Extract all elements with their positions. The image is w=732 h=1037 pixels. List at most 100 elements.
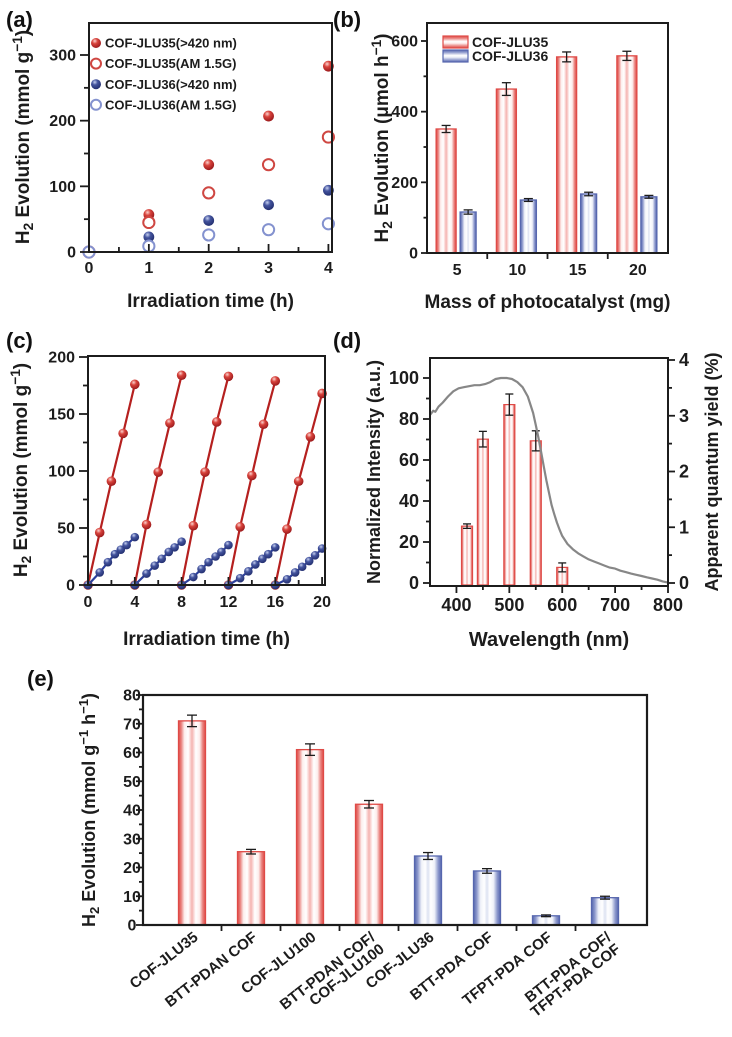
legend-label: COF-JLU35 — [472, 34, 548, 50]
bar — [177, 720, 207, 926]
x-tick-label: 500 — [494, 595, 524, 615]
y-tick-label: 200 — [391, 175, 418, 192]
x-tick-label: 8 — [177, 594, 186, 611]
bar — [472, 870, 502, 926]
y-axis-title-left: Normalized Intensity (a.u.) — [364, 360, 384, 584]
y-tick-label: 20 — [123, 860, 141, 877]
absorption-curve — [429, 376, 669, 584]
legend-label: COF-JLU36 — [472, 48, 548, 64]
y-tick-label: 400 — [391, 104, 418, 121]
bar — [503, 404, 516, 586]
y-tick-label: 80 — [123, 688, 141, 705]
panel-d-chart — [429, 357, 669, 587]
x-axis-title: Irradiation time (h) — [127, 291, 294, 312]
bar — [476, 438, 489, 586]
x-tick-label: 4 — [324, 260, 333, 277]
y-tick-label: 40 — [123, 803, 141, 820]
panel-b-chart — [426, 22, 669, 254]
bar — [590, 897, 620, 926]
y-tick-label: 30 — [123, 831, 141, 848]
bar — [413, 855, 443, 926]
panel-a-label: (a) — [6, 7, 33, 32]
aqy-bars — [460, 393, 569, 586]
x-tick-label: 4 — [130, 594, 139, 611]
panel-d-axes: 400 500 600 700 80002040608010001234Waveleng… — [364, 350, 722, 651]
y-tick-label: 50 — [123, 774, 141, 791]
bar — [640, 196, 658, 254]
bars — [177, 714, 620, 926]
bar — [519, 199, 538, 254]
plot-frame — [88, 22, 333, 253]
panel-b-label: (b) — [333, 7, 362, 32]
panel-c-label: (c) — [6, 328, 33, 353]
y-tick-label: 100 — [389, 368, 419, 388]
y-tick-label: 0 — [66, 578, 75, 595]
x-axis-title: Mass of photocatalyst (mg) — [425, 292, 671, 313]
y-axis-title: H2 Evolution (mmol g−1 h−1) — [76, 693, 102, 927]
legend-label: COF-JLU35(AM 1.5G) — [105, 56, 236, 71]
bar — [459, 211, 477, 254]
y-tick-label: 100 — [49, 179, 76, 196]
x-axis-title: Irradiation time (h) — [123, 629, 290, 650]
x-tick-label: 1 — [144, 260, 153, 277]
bar — [529, 440, 542, 586]
y-tick-label: 20 — [399, 532, 419, 552]
x-tick-label: 0 — [85, 260, 94, 277]
x-tick-label: 15 — [569, 262, 587, 279]
y-axis-title-right: Apparent quantum yield (%) — [702, 352, 722, 591]
x-tick-label: 600 — [547, 595, 577, 615]
x-tick-label: 10 — [508, 262, 526, 279]
y-tick-label: 70 — [123, 716, 141, 733]
bar — [295, 748, 325, 926]
x-tick-label: 700 — [600, 595, 630, 615]
y-tick-label: 150 — [48, 407, 75, 424]
legend-swatch — [442, 49, 469, 63]
bar — [435, 128, 457, 254]
y-tick-label: 200 — [48, 350, 75, 367]
y-tick-label-right: 3 — [679, 406, 689, 426]
x-tick-label: 5 — [453, 262, 462, 279]
series-COF-JLU36 — [459, 191, 658, 254]
bar — [460, 525, 474, 586]
x-tick-label: 16 — [266, 594, 284, 611]
bar — [555, 56, 578, 254]
y-tick-label: 60 — [399, 450, 419, 470]
y-tick-label: 40 — [399, 491, 419, 511]
y-tick-label: 60 — [123, 745, 141, 762]
plot-frame — [141, 693, 649, 927]
bar — [616, 55, 638, 254]
y-axis-title: H2 Evolution (μmol h−1) — [369, 33, 395, 242]
panel-e-label: (e) — [27, 666, 54, 691]
panel-e-axes: 0 10 20 30 40 50 60 70 80 H2 Evolution (mmol g−1 … — [76, 688, 623, 1021]
x-tick-label: 2 — [204, 260, 213, 277]
y-tick-label: 0 — [67, 245, 76, 262]
legend-label: COF-JLU35(>420 nm) — [105, 36, 237, 51]
y-axis-title: H2 Evolution (mmol g−1) — [10, 30, 36, 244]
x-tick-label: 3 — [264, 260, 273, 277]
y-tick-label: 50 — [57, 521, 75, 538]
series-COF-JLU35 — [435, 50, 638, 254]
panel-a-axes: 0 1 2 3 4 0 100 200 300 Irradiation time (h) H2 Ev… — [10, 30, 333, 312]
y-tick-label: 200 — [49, 113, 76, 130]
y-tick-label: 80 — [399, 409, 419, 429]
y-axis-title: H2 Evolution (mmol g−1) — [8, 363, 34, 577]
series-COF-JLU36 — [83, 532, 327, 590]
panel-a-chart — [82, 22, 336, 259]
x-tick-label: 20 — [629, 262, 647, 279]
y-tick-label-right: 0 — [679, 573, 689, 593]
y-tick-label: 10 — [123, 889, 141, 906]
x-tick-label: 800 — [653, 595, 683, 615]
bar — [495, 88, 518, 254]
y-tick-label: 0 — [409, 573, 419, 593]
x-tick-label: 12 — [220, 594, 238, 611]
y-tick-label: 300 — [49, 48, 76, 65]
series-COF-JLU35 — [83, 370, 327, 590]
panel-a-legend: COF-JLU35(>420 nm) COF-JLU35(AM 1.5G) COF-… — [90, 36, 237, 112]
x-axis-title: Wavelength (nm) — [469, 629, 629, 651]
panel-c-chart — [83, 355, 327, 590]
y-tick-label-right: 1 — [679, 517, 689, 537]
